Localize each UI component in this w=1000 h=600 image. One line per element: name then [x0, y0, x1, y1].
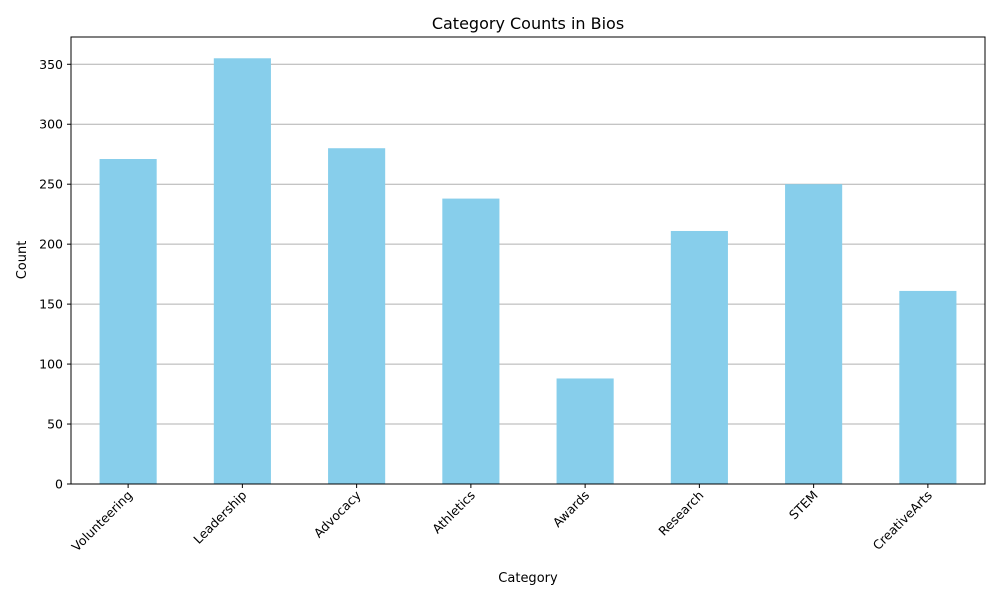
bar-awards — [556, 378, 614, 484]
plot-frame — [70, 36, 986, 485]
y-axis-ticks: 0 50 100 150 200 250 300 350 — [39, 57, 71, 492]
bars — [99, 58, 957, 485]
bar-volunteering — [99, 159, 157, 484]
y-tick-label: 250 — [39, 177, 63, 192]
y-tick-label: 150 — [39, 297, 63, 312]
y-tick-label: 0 — [55, 477, 63, 492]
y-tick-label: 350 — [39, 57, 63, 72]
y-axis-label: Count — [15, 241, 30, 280]
bar-stem — [785, 184, 843, 484]
bar-research — [670, 230, 728, 484]
y-tick-label: 200 — [39, 237, 63, 252]
bar-creativearts — [899, 290, 957, 484]
y-tick-label: 50 — [47, 417, 63, 432]
y-tick-label: 300 — [39, 117, 63, 132]
axes — [70, 36, 986, 485]
x-axis-label: Category — [498, 571, 558, 586]
bar-leadership — [213, 58, 271, 485]
bar-athletics — [442, 198, 500, 484]
chart-title: Category Counts in Bios — [432, 14, 624, 33]
bar-advocacy — [328, 148, 386, 485]
y-tick-label: 100 — [39, 357, 63, 372]
